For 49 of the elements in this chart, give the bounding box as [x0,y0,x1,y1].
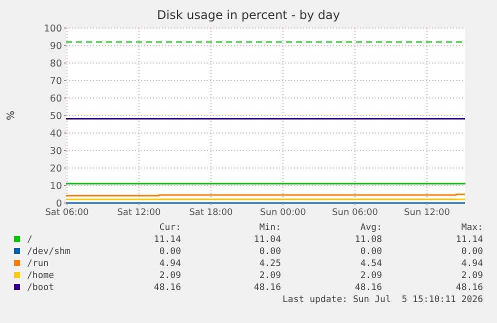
text: Min: [259,223,281,233]
text: 0.00 [259,247,281,257]
text: 11.04 [254,235,281,245]
x-tick-label: Sat 12:00 [117,208,162,218]
text: Last update: Sun Jul 5 15:10:11 2026 [282,295,483,305]
text: 11.08 [354,235,382,245]
x-tick-label: Sun 06:00 [332,208,378,218]
text: 4.94 [461,259,483,269]
legend-label: /home [27,271,54,281]
text: 2.09 [360,271,382,281]
y-tick-label: 90 [50,41,62,52]
y-tick-label: 50 [50,111,62,122]
y-axis-title: % [6,110,17,120]
legend-label: /dev/shm [27,247,70,257]
text: Max: [461,223,483,233]
chart-title: Disk usage in percent - by day [157,8,340,22]
x-tick-label: Sat 06:00 [45,208,90,218]
legend-label: /run [27,259,49,269]
text: 2.09 [159,271,181,281]
y-tick-label: 70 [50,76,62,87]
text: 0.00 [159,247,181,257]
text: 0.00 [461,247,483,257]
legend-label: /boot [27,283,54,293]
text: Avg: [360,223,382,233]
text: 11.14 [154,235,181,245]
text: 0.00 [360,247,382,257]
x-tick-label: Sun 00:00 [260,208,306,218]
y-tick-label: 20 [50,164,62,174]
x-tick-label: Sun 12:00 [404,208,450,218]
y-tick-label: 0 [56,198,62,210]
text: Cur: [159,223,181,233]
text: 48.16 [456,283,483,293]
text: 4.94 [159,259,181,269]
y-tick-label: 60 [50,94,62,104]
text: 48.16 [354,283,382,293]
text: 48.16 [254,283,281,293]
y-tick-label: 30 [50,146,62,157]
y-tick-label: 40 [50,128,62,140]
text: 48.16 [154,283,181,293]
legend-label: / [27,235,32,245]
y-tick-label: 100 [44,24,62,34]
x-tick-label: Sat 18:00 [189,208,234,218]
y-tick-label: 80 [50,58,62,70]
text: 4.25 [259,259,281,269]
text: 2.09 [259,271,281,281]
text: 4.54 [360,259,382,269]
y-tick-label: 10 [50,181,62,192]
text: 11.14 [456,235,483,245]
text: 2.09 [461,271,483,281]
